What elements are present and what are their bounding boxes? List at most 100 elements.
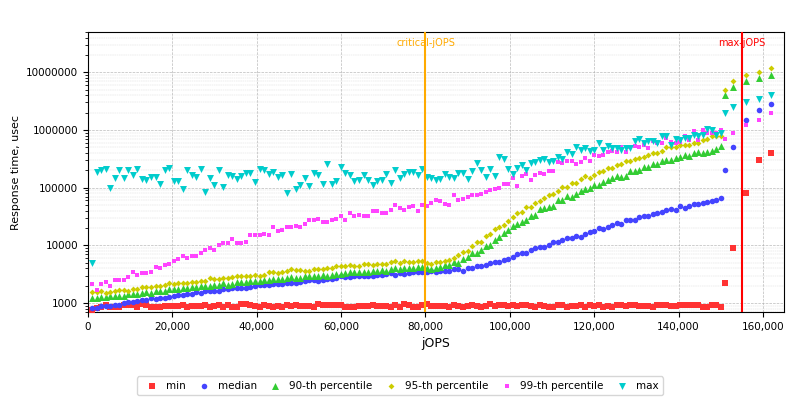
90-th percentile [619,172,632,179]
min [678,302,691,308]
median [258,282,270,288]
95-th percentile [140,283,153,290]
median [239,284,252,291]
95-th percentile [710,133,722,139]
min [348,304,361,310]
min [506,302,519,308]
median [176,292,189,298]
90-th percentile [113,293,126,300]
median [317,277,330,283]
90-th percentile [90,295,103,302]
min [752,157,765,163]
median [343,274,356,280]
max [646,138,659,144]
min [222,302,234,309]
max [642,138,654,144]
99-th percentile [280,224,293,231]
max [353,177,366,184]
median [353,273,366,280]
95-th percentile [498,222,510,228]
99-th percentile [348,212,361,219]
95-th percentile [488,226,501,232]
99-th percentile [357,212,370,219]
99-th percentile [181,255,194,261]
min [602,303,614,309]
95-th percentile [525,204,538,210]
max [290,186,302,192]
99-th percentile [502,180,514,187]
90-th percentile [172,285,185,292]
max [366,182,379,188]
90-th percentile [443,262,456,268]
95-th percentile [176,280,189,286]
99-th percentile [434,198,446,204]
min [515,302,528,308]
90-th percentile [258,277,270,283]
90-th percentile [665,157,678,164]
90-th percentile [162,286,175,292]
median [578,230,591,237]
95-th percentile [461,248,474,254]
median [651,210,664,216]
99-th percentile [457,196,470,202]
median [407,269,420,275]
99-th percentile [574,158,587,165]
min [276,304,289,310]
99-th percentile [389,202,402,208]
95-th percentile [167,281,180,288]
min [186,303,198,310]
99-th percentile [430,197,442,203]
95-th percentile [597,168,610,174]
95-th percentile [646,150,659,156]
95-th percentile [181,280,194,286]
median [638,213,650,220]
min [402,302,415,308]
90-th percentile [317,272,330,278]
90-th percentile [525,213,538,219]
90-th percentile [520,217,533,223]
min [167,303,180,309]
90-th percentile [230,279,243,285]
min [262,303,275,309]
99-th percentile [249,232,262,238]
99-th percentile [276,226,289,233]
95-th percentile [366,262,379,268]
max [285,171,298,178]
99-th percentile [294,224,306,231]
median [290,280,302,286]
95-th percentile [438,258,451,264]
90-th percentile [434,264,446,270]
90-th percentile [86,295,98,301]
max [253,166,266,172]
min [140,302,153,308]
min [208,302,221,309]
90-th percentile [678,152,691,158]
median [217,286,230,293]
min [366,302,379,308]
95-th percentile [619,158,632,164]
min [610,301,623,308]
median [126,299,139,306]
90-th percentile [298,273,311,280]
95-th percentile [375,261,388,268]
median [561,235,574,241]
99-th percentile [312,216,325,222]
90-th percentile [682,153,695,159]
median [154,295,166,302]
95-th percentile [727,78,740,84]
min [312,301,325,308]
min [203,303,216,310]
max [411,172,424,178]
median [669,206,682,213]
99-th percentile [172,256,185,262]
median [362,272,374,279]
99-th percentile [362,213,374,220]
90-th percentile [213,282,226,288]
99-th percentile [244,232,257,238]
min [416,302,429,308]
99-th percentile [696,127,709,133]
max [280,190,293,196]
95-th percentile [511,210,524,217]
median [534,244,546,250]
median [542,242,555,248]
